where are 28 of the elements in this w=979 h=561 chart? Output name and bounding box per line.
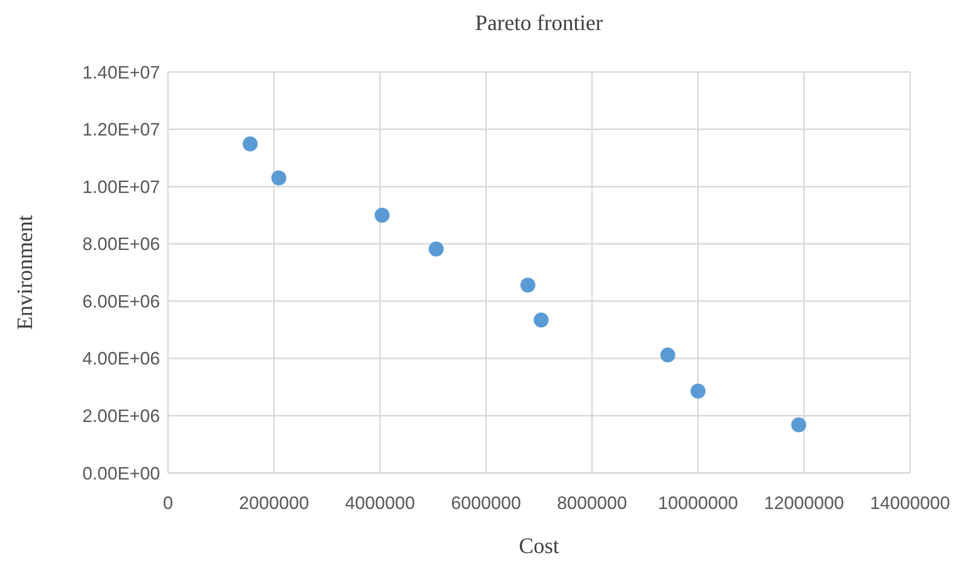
x-axis-title: Cost <box>518 533 560 558</box>
x-tick-label: 0 <box>162 493 174 513</box>
point <box>520 278 536 293</box>
point <box>660 347 676 362</box>
y-tick-label: 4.00E+06 <box>82 348 160 369</box>
point <box>534 312 549 328</box>
point <box>428 242 444 257</box>
point <box>242 136 258 152</box>
chart-title: Pareto frontier <box>475 10 604 35</box>
point <box>374 208 390 223</box>
y-axis-title: Environment <box>12 215 37 330</box>
y-tick-label: 2.00E+06 <box>82 406 160 426</box>
x-tick-label: 2000000 <box>238 493 310 513</box>
y-tick-label: 1.40E+07 <box>82 62 160 82</box>
x-tick-label: 4000000 <box>344 493 416 513</box>
y-tick-label: 1.20E+07 <box>82 120 160 140</box>
x-tick-label: 8000000 <box>556 493 628 513</box>
y-tick-label: 1.00E+07 <box>82 176 160 197</box>
x-tick-label: 12000000 <box>764 493 844 513</box>
y-tick-label: 6.00E+06 <box>82 291 160 312</box>
point <box>271 170 286 186</box>
y-tick-label: 8.00E+06 <box>82 234 160 254</box>
point <box>690 384 706 399</box>
x-tick-label: 6000000 <box>450 493 522 513</box>
y-tick-label: 0.00E+00 <box>82 463 160 484</box>
point <box>791 417 806 432</box>
x-tick-label: 14000000 <box>870 493 950 513</box>
x-tick-label: 10000000 <box>658 493 738 513</box>
